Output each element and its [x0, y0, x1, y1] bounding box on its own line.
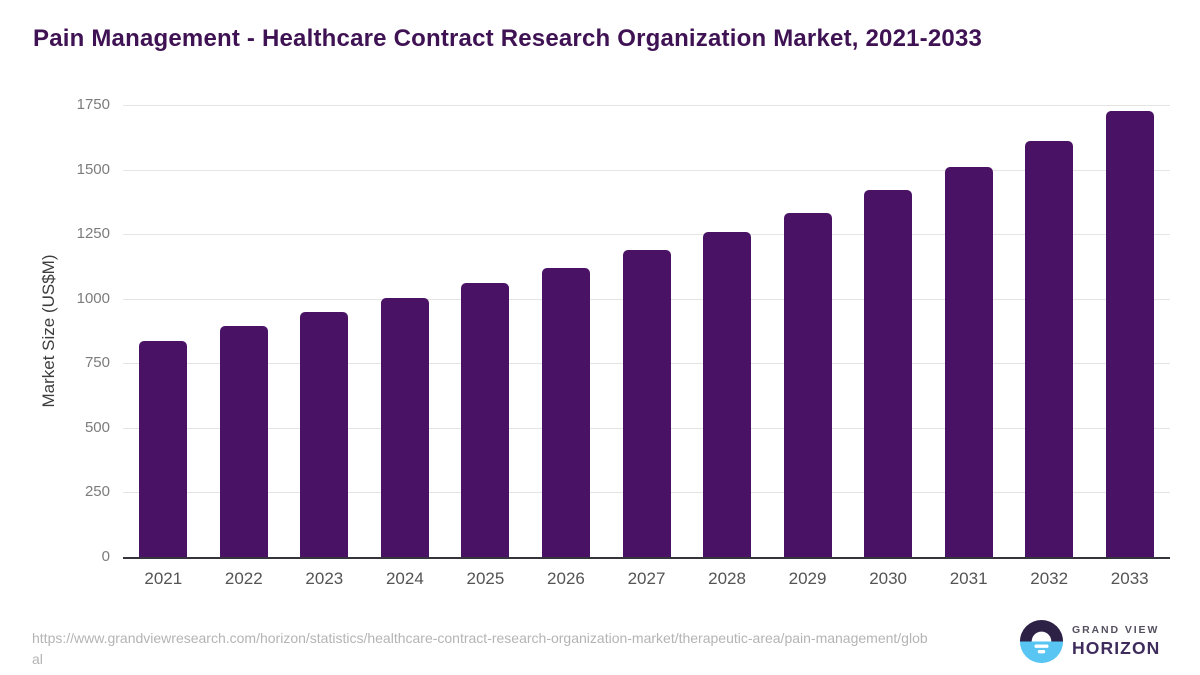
brand-logo: GRAND VIEW HORIZON: [1019, 619, 1160, 664]
y-tick-label: 500: [84, 418, 110, 436]
x-tick-label: 2028: [708, 569, 746, 588]
brand-name-top: GRAND VIEW: [1072, 624, 1160, 636]
y-tick-label: 250: [84, 483, 110, 501]
y-tick-label: 1250: [76, 225, 110, 243]
x-tick-label: 2024: [385, 569, 424, 588]
y-tick-label: 1750: [76, 96, 110, 113]
gridline: [123, 169, 1170, 171]
logo-horizon-line-1: [1034, 644, 1049, 648]
x-tick-label: 2029: [788, 569, 827, 588]
bar-2021[interactable]: [139, 341, 188, 557]
page-title: Pain Management - Healthcare Contract Re…: [33, 25, 983, 52]
x-tick-label: 2023: [305, 569, 344, 588]
bar-2030[interactable]: [864, 190, 913, 557]
x-tick-label: 2022: [224, 569, 263, 588]
bar-2022[interactable]: [219, 326, 268, 557]
y-tick-label: 0: [101, 548, 110, 565]
logo-sun-dome: [1031, 631, 1052, 642]
bar-2033[interactable]: [1105, 110, 1154, 557]
bar-2024[interactable]: [380, 298, 429, 557]
y-axis-title: Market Size (US$M): [39, 254, 58, 408]
bar-2025[interactable]: [461, 282, 510, 557]
x-tick-label: 2026: [547, 569, 585, 588]
gridline: [123, 105, 1170, 106]
horizon-logo-icon: [1019, 619, 1064, 664]
logo-dark-half: [1019, 619, 1064, 642]
x-tick-label: 2031: [949, 569, 988, 588]
x-tick-label: 2025: [466, 569, 505, 588]
x-tick-label: 2033: [1110, 569, 1149, 588]
bar-2028[interactable]: [703, 232, 752, 557]
x-tick-label: 2027: [627, 569, 666, 588]
brand-name-bottom: HORIZON: [1072, 638, 1161, 658]
bar-2023[interactable]: [300, 311, 349, 557]
y-tick-label: 1500: [76, 160, 110, 178]
bar-2029[interactable]: [783, 212, 832, 557]
plot-area: 0 250 500 750 1000 1250 1500 1750 2021 2022 2023 20…: [77, 96, 1170, 588]
logo-horizon-line-2: [1037, 649, 1046, 654]
x-tick-label: 2030: [869, 569, 908, 588]
y-tick-label: 750: [84, 354, 110, 372]
y-tick-label: 1000: [76, 289, 110, 307]
source-url: https://www.grandviewresearch.com/horizo…: [32, 630, 928, 667]
bar-2031[interactable]: [944, 167, 993, 557]
bar-2027[interactable]: [622, 250, 671, 557]
x-tick-label: 2032: [1030, 569, 1069, 588]
x-tick-label: 2021: [144, 569, 183, 588]
brand-text: GRAND VIEW HORIZON: [1072, 624, 1160, 659]
bar-2026[interactable]: [541, 267, 590, 557]
bar-2032[interactable]: [1025, 140, 1074, 557]
gridline: [123, 234, 1170, 236]
